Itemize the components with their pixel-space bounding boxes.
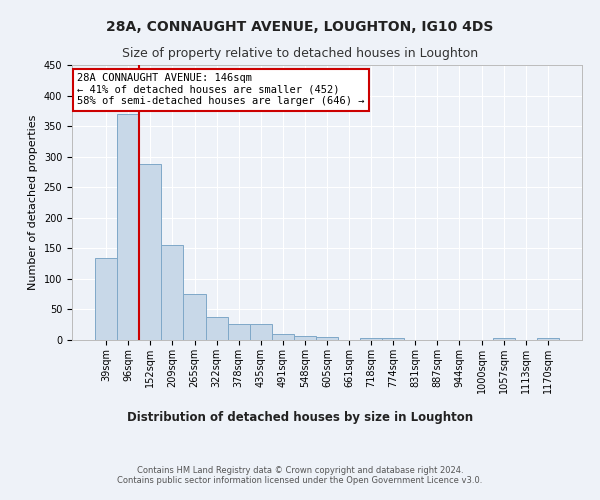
Bar	[139, 164, 161, 340]
Bar	[95, 258, 117, 340]
Bar	[316, 337, 338, 340]
Bar	[227, 324, 250, 340]
Bar	[537, 338, 559, 340]
Bar	[117, 114, 139, 340]
Bar	[250, 324, 272, 340]
Text: Size of property relative to detached houses in Loughton: Size of property relative to detached ho…	[122, 48, 478, 60]
Bar	[382, 338, 404, 340]
Text: 28A CONNAUGHT AVENUE: 146sqm
← 41% of detached houses are smaller (452)
58% of s: 28A CONNAUGHT AVENUE: 146sqm ← 41% of de…	[77, 73, 365, 106]
Bar	[184, 294, 206, 340]
Bar	[493, 338, 515, 340]
Bar	[206, 317, 227, 340]
Bar	[272, 334, 294, 340]
Text: 28A, CONNAUGHT AVENUE, LOUGHTON, IG10 4DS: 28A, CONNAUGHT AVENUE, LOUGHTON, IG10 4D…	[106, 20, 494, 34]
Y-axis label: Number of detached properties: Number of detached properties	[28, 115, 38, 290]
Bar	[294, 336, 316, 340]
Bar	[360, 338, 382, 340]
Text: Distribution of detached houses by size in Loughton: Distribution of detached houses by size …	[127, 411, 473, 424]
Bar	[161, 246, 184, 340]
Text: Contains HM Land Registry data © Crown copyright and database right 2024.
Contai: Contains HM Land Registry data © Crown c…	[118, 466, 482, 485]
